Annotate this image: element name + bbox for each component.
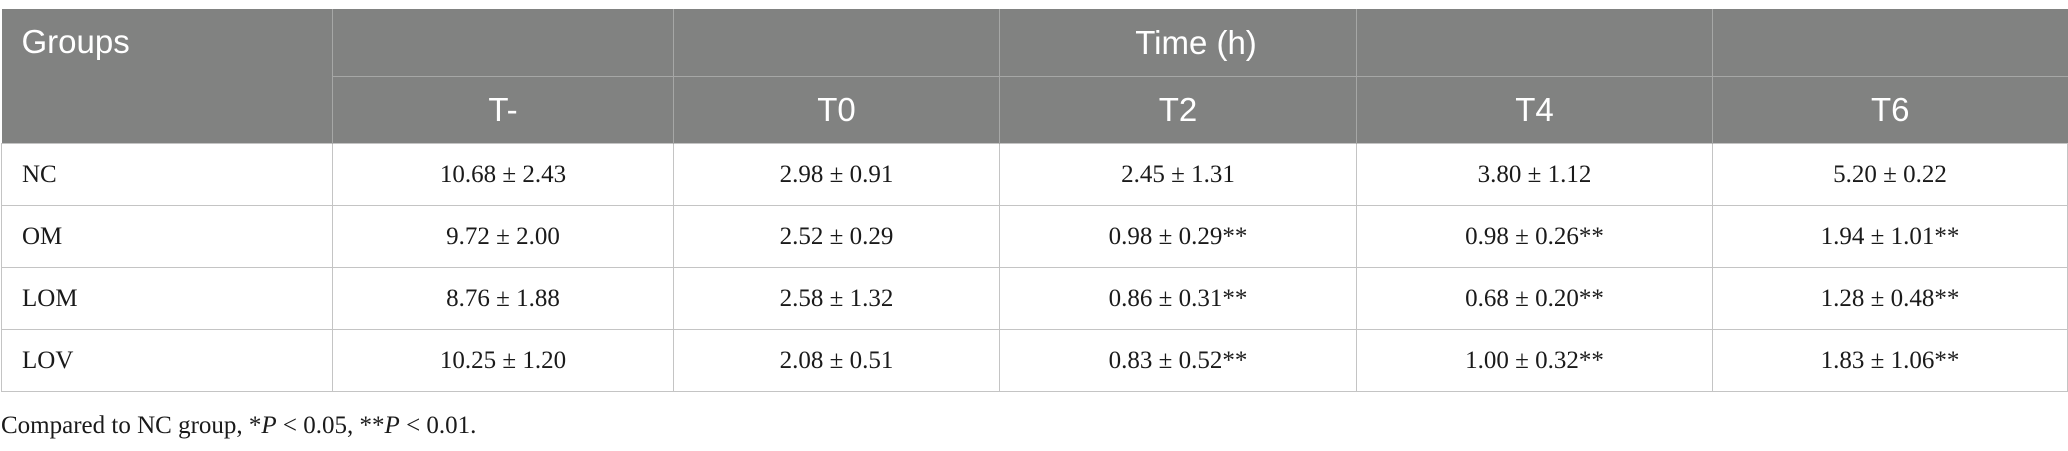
value-cell: 0.98 ± 0.29** xyxy=(999,205,1357,268)
column-header: T- xyxy=(332,76,674,144)
value-cell: 8.76 ± 1.88 xyxy=(332,267,674,330)
time-header-label: Time (h) xyxy=(1135,24,1257,61)
value-cell: 5.20 ± 0.22 xyxy=(1712,143,2068,206)
footnote-p-symbol: P xyxy=(261,412,277,439)
value-cell: 2.08 ± 0.51 xyxy=(673,329,1000,392)
header-spacer xyxy=(673,9,1000,77)
column-header: T2 xyxy=(999,76,1357,144)
header-row-top: Groups Time (h) xyxy=(1,9,2068,144)
value-cell: 2.58 ± 1.32 xyxy=(673,267,1000,330)
table-footnote: Compared to NC group, *P < 0.05, **P < 0… xyxy=(1,412,476,440)
footnote-p-symbol: P xyxy=(384,412,400,439)
table-body: NC 10.68 ± 2.43 2.98 ± 0.91 2.45 ± 1.31 … xyxy=(1,143,2068,392)
value-cell: 2.98 ± 0.91 xyxy=(673,143,1000,206)
column-header: T0 xyxy=(673,76,1000,144)
header-spacer xyxy=(1712,9,2068,77)
group-cell: LOV xyxy=(1,329,333,392)
value-cell: 0.68 ± 0.20** xyxy=(1356,267,1713,330)
table-header: Groups Time (h) T- T0 T2 T4 T6 xyxy=(1,9,2068,144)
footnote-prefix: Compared to NC group, * xyxy=(1,412,262,439)
header-spacer xyxy=(332,9,674,77)
group-cell: NC xyxy=(1,143,333,206)
value-cell: 1.83 ± 1.06** xyxy=(1712,329,2068,392)
value-cell: 2.45 ± 1.31 xyxy=(999,143,1357,206)
value-cell: 10.25 ± 1.20 xyxy=(332,329,674,392)
value-cell: 0.83 ± 0.52** xyxy=(999,329,1357,392)
value-cell: 1.94 ± 1.01** xyxy=(1712,205,2068,268)
footnote-mid: < 0.05, ** xyxy=(276,412,385,439)
value-cell: 0.98 ± 0.26** xyxy=(1356,205,1713,268)
table-row: LOV 10.25 ± 1.20 2.08 ± 0.51 0.83 ± 0.52… xyxy=(1,329,2068,392)
value-cell: 1.28 ± 0.48** xyxy=(1712,267,2068,330)
table-row: OM 9.72 ± 2.00 2.52 ± 0.29 0.98 ± 0.29**… xyxy=(1,205,2068,268)
column-header: T6 xyxy=(1712,76,2068,144)
value-cell: 10.68 ± 2.43 xyxy=(332,143,674,206)
value-cell: 1.00 ± 0.32** xyxy=(1356,329,1713,392)
time-group-header: Time (h) xyxy=(999,9,1357,77)
value-cell: 3.80 ± 1.12 xyxy=(1356,143,1713,206)
group-cell: OM xyxy=(1,205,333,268)
column-header: T4 xyxy=(1356,76,1713,144)
results-table: Groups Time (h) T- T0 T2 T4 T6 NC 10.68 … xyxy=(1,9,2068,392)
value-cell: 9.72 ± 2.00 xyxy=(332,205,674,268)
groups-column-header: Groups xyxy=(1,9,333,144)
value-cell: 0.86 ± 0.31** xyxy=(999,267,1357,330)
table-row: LOM 8.76 ± 1.88 2.58 ± 1.32 0.86 ± 0.31*… xyxy=(1,267,2068,330)
footnote-suffix: < 0.01. xyxy=(399,412,477,439)
value-cell: 2.52 ± 0.29 xyxy=(673,205,1000,268)
group-cell: LOM xyxy=(1,267,333,330)
header-spacer xyxy=(1356,9,1713,77)
header-row-columns: T- T0 T2 T4 T6 xyxy=(2,76,2068,144)
table-row: NC 10.68 ± 2.43 2.98 ± 0.91 2.45 ± 1.31 … xyxy=(1,143,2068,206)
